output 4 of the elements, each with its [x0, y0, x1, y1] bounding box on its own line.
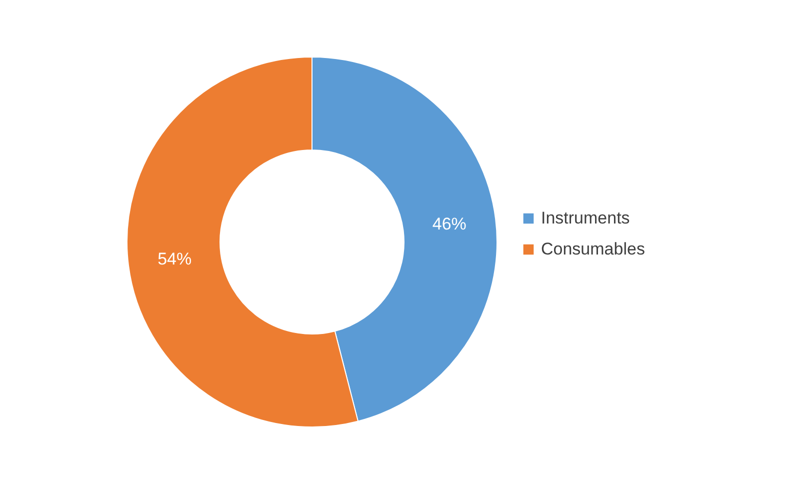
legend-label: Consumables [541, 240, 645, 258]
legend-label: Instruments [541, 208, 630, 228]
data-label: 46% [432, 214, 466, 234]
data-label: 54% [158, 249, 192, 268]
